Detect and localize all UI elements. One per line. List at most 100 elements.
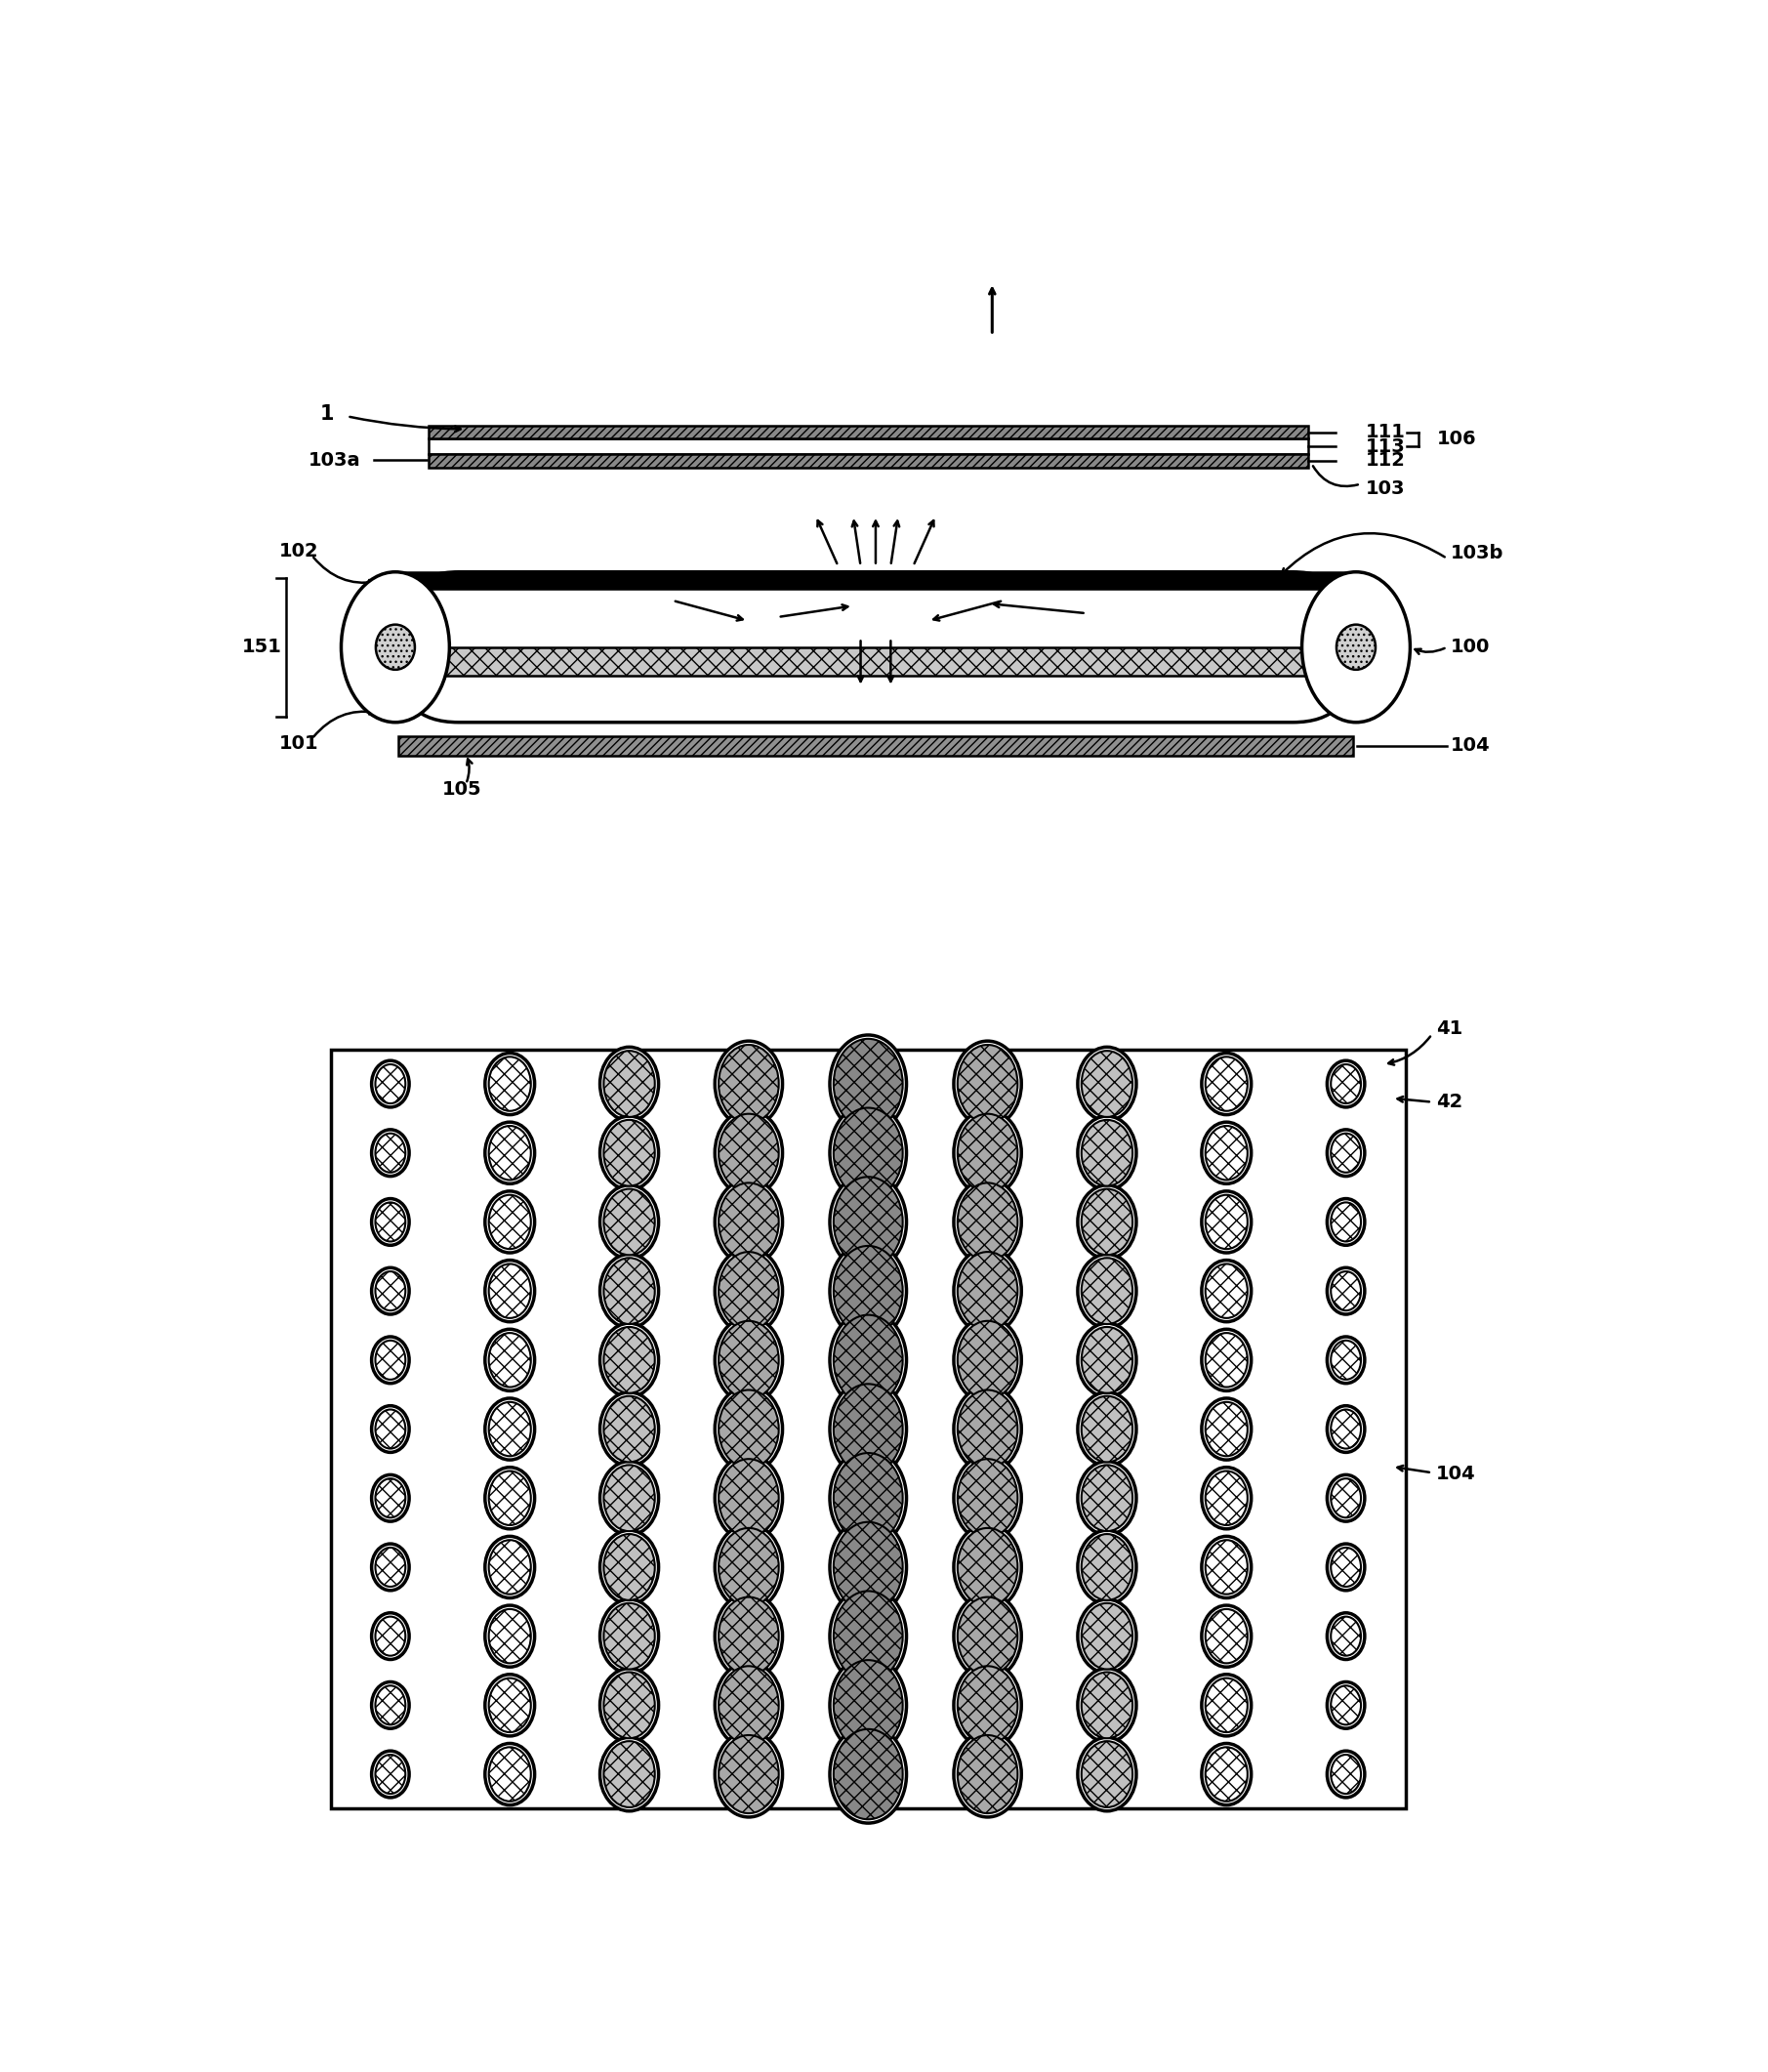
- Ellipse shape: [1078, 1531, 1137, 1604]
- Ellipse shape: [1082, 1258, 1133, 1324]
- Ellipse shape: [1331, 1548, 1361, 1587]
- Ellipse shape: [1328, 1751, 1365, 1798]
- Ellipse shape: [829, 1519, 907, 1616]
- Ellipse shape: [484, 1399, 534, 1461]
- Ellipse shape: [1331, 1687, 1361, 1724]
- Ellipse shape: [375, 1616, 405, 1656]
- Ellipse shape: [714, 1525, 783, 1610]
- Ellipse shape: [375, 1687, 405, 1724]
- Ellipse shape: [599, 1600, 658, 1672]
- Ellipse shape: [603, 1740, 654, 1807]
- Ellipse shape: [1337, 624, 1376, 669]
- Ellipse shape: [1078, 1185, 1137, 1260]
- Ellipse shape: [1082, 1397, 1133, 1463]
- Ellipse shape: [958, 1390, 1018, 1469]
- Text: 104: 104: [1452, 736, 1490, 754]
- Ellipse shape: [603, 1326, 654, 1392]
- Ellipse shape: [718, 1666, 778, 1745]
- Ellipse shape: [953, 1386, 1022, 1471]
- Ellipse shape: [829, 1380, 907, 1477]
- Ellipse shape: [1328, 1129, 1365, 1177]
- Ellipse shape: [1328, 1268, 1365, 1314]
- Text: 151: 151: [242, 638, 281, 657]
- Ellipse shape: [958, 1322, 1018, 1399]
- Ellipse shape: [1206, 1332, 1248, 1386]
- Ellipse shape: [1301, 572, 1411, 723]
- FancyBboxPatch shape: [398, 572, 1353, 723]
- Ellipse shape: [1202, 1053, 1252, 1115]
- Bar: [398, 572, 1353, 588]
- Ellipse shape: [484, 1260, 534, 1322]
- Ellipse shape: [1082, 1119, 1133, 1185]
- Ellipse shape: [1078, 1461, 1137, 1535]
- Ellipse shape: [371, 1336, 408, 1384]
- Text: 1: 1: [320, 404, 334, 425]
- Ellipse shape: [1078, 1254, 1137, 1328]
- Ellipse shape: [833, 1452, 903, 1544]
- Text: 103a: 103a: [308, 450, 361, 468]
- Ellipse shape: [1078, 1046, 1137, 1121]
- Ellipse shape: [958, 1598, 1018, 1676]
- Ellipse shape: [829, 1036, 907, 1133]
- Text: 104: 104: [1436, 1465, 1475, 1484]
- Ellipse shape: [371, 1268, 408, 1314]
- Ellipse shape: [953, 1318, 1022, 1403]
- Ellipse shape: [488, 1057, 530, 1111]
- Ellipse shape: [1331, 1341, 1361, 1380]
- Bar: [428, 425, 1308, 439]
- Ellipse shape: [375, 1133, 405, 1173]
- Ellipse shape: [488, 1610, 530, 1664]
- Ellipse shape: [599, 1117, 658, 1189]
- Ellipse shape: [488, 1678, 530, 1732]
- Ellipse shape: [718, 1251, 778, 1330]
- Ellipse shape: [375, 1272, 405, 1310]
- Text: 103b: 103b: [1452, 543, 1505, 562]
- Text: 103: 103: [1365, 479, 1406, 497]
- Ellipse shape: [1206, 1471, 1248, 1525]
- Ellipse shape: [1331, 1479, 1361, 1517]
- Ellipse shape: [603, 1051, 654, 1117]
- Ellipse shape: [1202, 1743, 1252, 1805]
- Ellipse shape: [718, 1115, 778, 1191]
- Ellipse shape: [1202, 1606, 1252, 1668]
- Ellipse shape: [829, 1241, 907, 1341]
- Ellipse shape: [958, 1183, 1018, 1262]
- Ellipse shape: [953, 1593, 1022, 1678]
- Ellipse shape: [958, 1527, 1018, 1606]
- Ellipse shape: [829, 1726, 907, 1823]
- Ellipse shape: [1082, 1672, 1133, 1738]
- Text: 42: 42: [1436, 1092, 1462, 1111]
- Ellipse shape: [1206, 1264, 1248, 1318]
- Ellipse shape: [714, 1111, 783, 1196]
- Ellipse shape: [1078, 1324, 1137, 1397]
- Ellipse shape: [833, 1316, 903, 1405]
- Ellipse shape: [718, 1734, 778, 1813]
- Text: 113: 113: [1365, 437, 1406, 456]
- Ellipse shape: [488, 1539, 530, 1593]
- Text: 105: 105: [442, 779, 483, 798]
- Ellipse shape: [371, 1682, 408, 1728]
- Ellipse shape: [1202, 1467, 1252, 1529]
- Ellipse shape: [1082, 1465, 1133, 1531]
- Ellipse shape: [375, 1479, 405, 1517]
- Ellipse shape: [718, 1598, 778, 1676]
- Ellipse shape: [603, 1189, 654, 1256]
- Text: 41: 41: [1436, 1019, 1462, 1038]
- Ellipse shape: [1331, 1755, 1361, 1794]
- Ellipse shape: [1082, 1189, 1133, 1256]
- Ellipse shape: [375, 1202, 405, 1241]
- Ellipse shape: [718, 1044, 778, 1123]
- Ellipse shape: [714, 1455, 783, 1542]
- Ellipse shape: [599, 1254, 658, 1328]
- Ellipse shape: [833, 1660, 903, 1751]
- Text: 111: 111: [1365, 423, 1406, 441]
- Ellipse shape: [599, 1668, 658, 1743]
- Ellipse shape: [484, 1053, 534, 1115]
- Ellipse shape: [484, 1467, 534, 1529]
- Ellipse shape: [371, 1751, 408, 1798]
- Ellipse shape: [1206, 1678, 1248, 1732]
- Ellipse shape: [958, 1044, 1018, 1123]
- Bar: [428, 454, 1308, 468]
- Ellipse shape: [1078, 1668, 1137, 1743]
- Ellipse shape: [829, 1656, 907, 1755]
